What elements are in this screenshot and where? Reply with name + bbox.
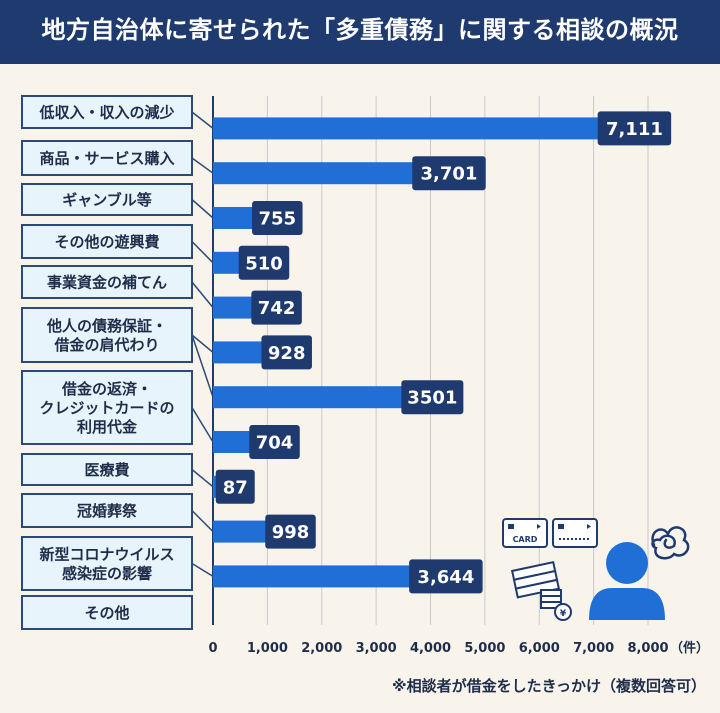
bar: [213, 162, 415, 185]
category-connector: [191, 334, 214, 353]
category-box: [21, 595, 193, 630]
x-tick-label: 1,000: [247, 641, 288, 656]
category-label: クレジットカードの: [39, 399, 174, 417]
category-label: ギャンブル等: [62, 191, 152, 209]
x-tick-label: 2,000: [301, 641, 342, 656]
category-connector: [191, 562, 214, 578]
category-box: [21, 95, 193, 129]
x-tick-label: 6,000: [519, 641, 560, 656]
bar: [213, 565, 412, 588]
category-label: 利用代金: [77, 418, 138, 436]
category-connector: [191, 198, 214, 219]
category-connector: [191, 240, 214, 264]
x-tick-label: 3,000: [356, 641, 397, 656]
value-label: 87: [223, 477, 248, 498]
value-label-box: [597, 111, 672, 146]
category-label: その他: [84, 604, 129, 622]
x-tick-label: 7,000: [573, 641, 614, 656]
value-label-box: [412, 156, 486, 191]
x-axis-unit-label: （件）: [670, 640, 709, 656]
svg-text:CARD: CARD: [513, 535, 538, 544]
category-box: [21, 370, 193, 445]
value-label-box: [251, 290, 302, 325]
chart-bars: 7,111 3,701 755 510 742 928 3501 704 87 998 3,644: [213, 111, 672, 594]
bar: [213, 431, 252, 453]
category-label: その他の遊興費: [54, 233, 159, 251]
value-label-box: [238, 245, 290, 280]
category-label: 感染症の影響: [62, 565, 152, 583]
category-label: 事業資金の補てん: [47, 274, 167, 292]
x-tick-label: 4,000: [410, 641, 451, 656]
value-label-box: [261, 335, 312, 370]
money-stack-icon: ¥: [510, 561, 572, 621]
footnote: ※相談者が借金をしたきっかけ（複数回答可）: [392, 677, 706, 695]
value-label: 704: [256, 433, 294, 454]
value-label: 3,644: [417, 567, 474, 588]
category-label: 低収入・収入の減少: [38, 104, 174, 122]
category-label: 他人の債務保証・: [46, 317, 167, 335]
category-connector: [191, 407, 214, 443]
bar: [213, 296, 254, 319]
x-tick-label: 8,000: [627, 641, 668, 656]
x-tick-label: 0: [208, 641, 217, 656]
x-axis-ticks: 0 1,000 2,000 3,000 4,000 5,000 6,000 7,000 8,00…: [208, 641, 668, 656]
category-connector: [191, 111, 214, 129]
category-label: 冠婚葬祭: [77, 502, 138, 520]
category-label: 新型コロナウイルス: [39, 546, 174, 564]
card-icon: [552, 518, 598, 548]
page-title: 地方自治体に寄せられた「多重債務」に関する相談の概況: [41, 16, 679, 44]
value-label-box: [215, 469, 255, 504]
category-connectors: [191, 111, 214, 578]
category-box: [21, 224, 193, 259]
title-banner: 地方自治体に寄せられた「多重債務」に関する相談の概況: [0, 0, 720, 64]
bar: [213, 117, 600, 140]
category-box: [21, 265, 193, 299]
value-label-box: [409, 559, 483, 594]
value-label: 510: [245, 253, 283, 274]
category-connector: [191, 334, 214, 398]
bar: [213, 341, 264, 364]
card-icon: CARD: [502, 518, 548, 548]
svg-text:¥: ¥: [560, 609, 567, 619]
value-label-box: [401, 380, 464, 415]
category-box: [21, 493, 193, 528]
bar: [213, 475, 218, 498]
category-label: 商品・サービス購入: [39, 150, 174, 168]
category-box: [21, 183, 193, 216]
bar: [213, 386, 404, 409]
value-label: 742: [258, 298, 296, 319]
category-label: 借金の返済・: [61, 380, 152, 398]
value-label: 998: [272, 522, 310, 543]
category-box: [21, 453, 193, 486]
category-connector: [191, 468, 214, 488]
value-label: 7,111: [606, 119, 663, 140]
person-icon: [589, 542, 665, 620]
category-connector: [191, 509, 214, 533]
category-box: [21, 536, 193, 591]
bar: [213, 251, 241, 274]
value-label: 3,701: [421, 164, 478, 185]
value-label: 928: [268, 343, 306, 364]
category-box: [21, 140, 193, 176]
value-label: 755: [259, 209, 297, 230]
x-tick-label: 5,000: [464, 641, 505, 656]
value-label-box: [249, 425, 300, 459]
value-label-box: [265, 514, 316, 549]
bar: [213, 520, 268, 543]
category-label: 医療費: [84, 461, 129, 479]
bar: [213, 207, 255, 229]
category-labels: 低収入・収入の減少商品・サービス購入ギャンブル等その他の遊興費事業資金の補てん他…: [21, 95, 193, 630]
category-connector: [191, 281, 214, 309]
category-label: 借金の肩代わり: [53, 336, 159, 354]
value-label: 3501: [407, 388, 457, 409]
worry-scribble-icon: [651, 526, 690, 560]
category-box: [21, 307, 193, 363]
value-label-box: [252, 201, 303, 235]
category-connector: [191, 157, 214, 174]
